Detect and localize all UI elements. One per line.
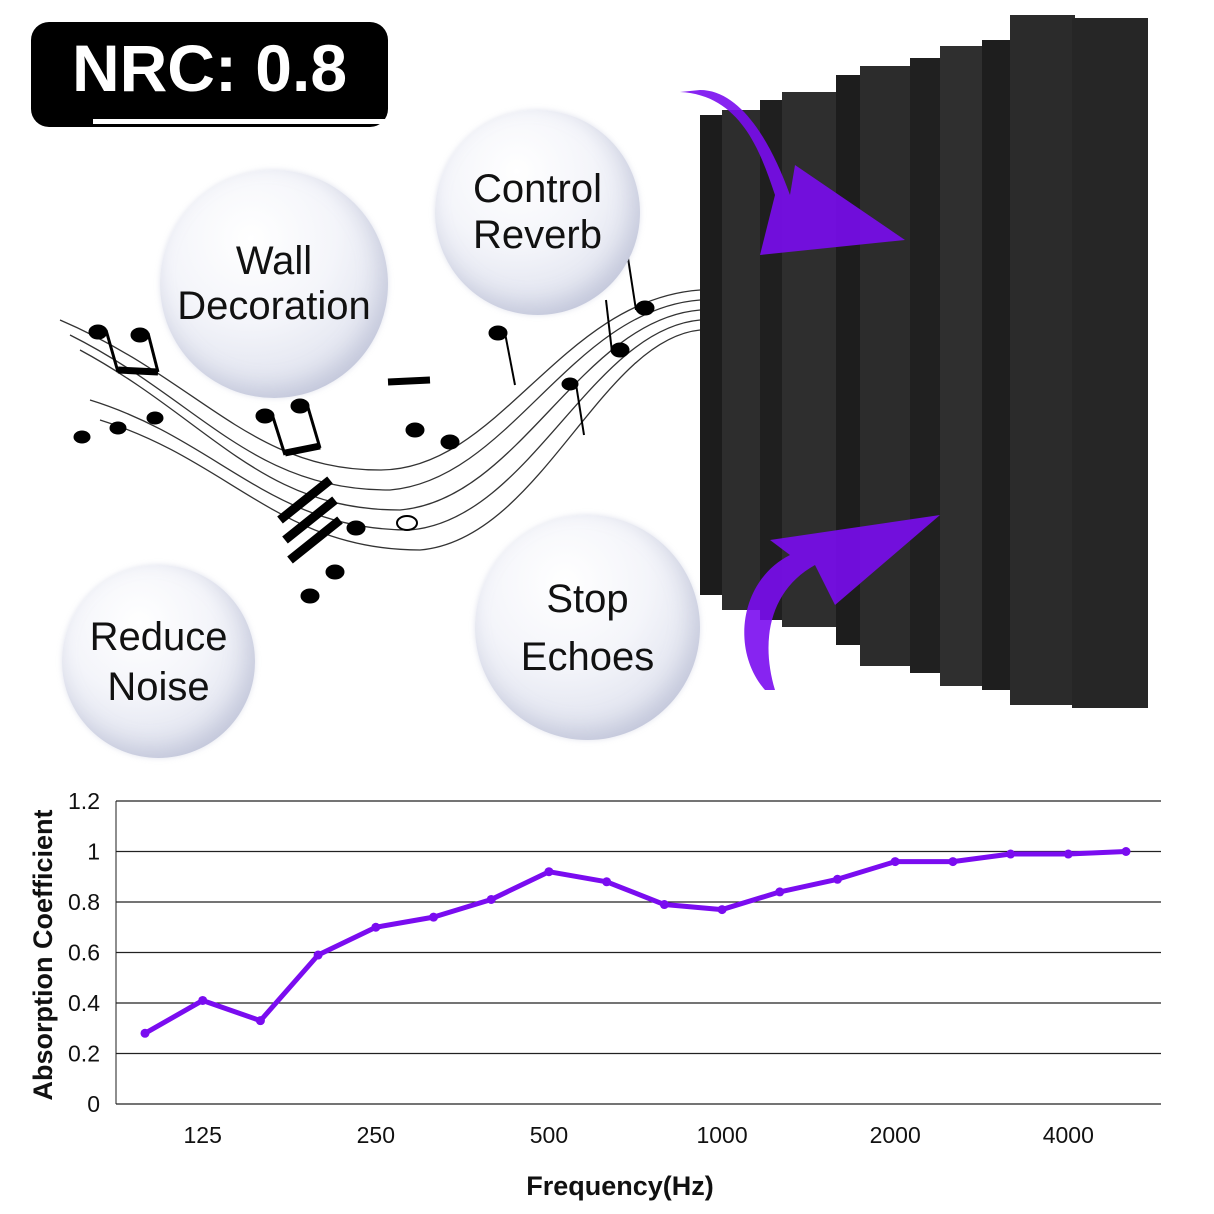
data-point [140, 1028, 150, 1038]
y-tick-label: 0.2 [68, 1041, 100, 1067]
data-point [948, 857, 958, 867]
x-tick-label: 250 [357, 1122, 395, 1148]
y-tick-label: 1.2 [68, 788, 100, 814]
illustration [59, 15, 1148, 708]
data-point [717, 905, 727, 915]
data-point [1006, 849, 1016, 859]
music-notes-icon [73, 257, 655, 604]
y-tick-label: 1 [87, 839, 100, 865]
x-tick-label: 2000 [870, 1122, 921, 1148]
data-point [659, 900, 669, 910]
bubble-text: Echoes [520, 634, 655, 679]
data-point [1121, 847, 1131, 856]
nrc-badge: NRC: 0.8 [31, 22, 390, 127]
data-point [313, 950, 323, 960]
y-tick-label: 0 [87, 1091, 100, 1117]
bubble-reduce-noise: Reduce Noise [62, 565, 255, 758]
y-axis-title: Absorption Coefficient [28, 810, 58, 1101]
bubble-text: Reduce [89, 614, 228, 659]
data-point [486, 894, 496, 904]
data-point [544, 867, 554, 877]
bubble-text: Decoration [177, 284, 371, 328]
data-point [832, 874, 842, 884]
underline [93, 119, 390, 124]
data-point [1063, 849, 1073, 859]
data-point [602, 877, 612, 887]
x-axis-title: Frequency(Hz) [526, 1171, 714, 1201]
music-staff [59, 289, 701, 551]
data-point [371, 922, 381, 932]
bubble-text: Noise [107, 664, 210, 709]
bubble-text: Control [473, 167, 602, 212]
data-point [775, 887, 785, 897]
nrc-text: NRC: 0.8 [71, 31, 348, 105]
y-tick-label: 0.8 [68, 889, 100, 915]
data-point [255, 1016, 265, 1026]
data-point [429, 912, 439, 922]
x-tick-label: 125 [184, 1122, 222, 1148]
bubble-stop-echoes: Stop Echoes [475, 515, 700, 740]
series-line [143, 849, 1127, 1036]
x-tick-label: 4000 [1043, 1122, 1094, 1148]
bubble-control-reverb: Control Reverb [435, 110, 640, 315]
bubble-wall-decoration: Wall Decoration [160, 170, 388, 398]
arrow-icon [680, 90, 940, 690]
bubble-text: Wall [235, 238, 313, 283]
y-tick-label: 0.4 [68, 990, 100, 1016]
y-tick-label: 0.6 [68, 940, 100, 966]
bubble-text: Reverb [473, 212, 602, 257]
x-tick-label: 1000 [696, 1122, 747, 1148]
data-point [890, 857, 900, 867]
absorption-chart: 00.20.40.60.811.2 125 250 500 1000 2000 4000 … [28, 788, 1161, 1201]
bubble-text: Stop [546, 576, 629, 621]
x-tick-label: 500 [530, 1122, 568, 1148]
data-point [198, 995, 208, 1005]
